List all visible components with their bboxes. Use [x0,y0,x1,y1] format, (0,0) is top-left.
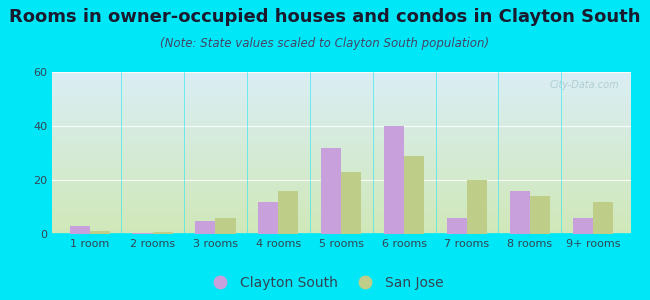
Legend: Clayton South, San Jose: Clayton South, San Jose [207,276,443,290]
Bar [196,220,216,234]
Bar [153,232,173,234]
Bar [384,126,404,234]
Bar [70,226,90,234]
Text: Rooms in owner-occupied houses and condos in Clayton South: Rooms in owner-occupied houses and condo… [9,8,641,26]
Bar [90,231,110,234]
Bar [404,156,424,234]
Bar [133,233,153,234]
Bar [530,196,550,234]
Bar [321,148,341,234]
Bar [467,180,487,234]
Bar [573,218,593,234]
Bar [510,191,530,234]
Bar [593,202,613,234]
Text: City-Data.com: City-Data.com [549,80,619,90]
Bar [341,172,361,234]
Bar [278,191,298,234]
Bar [447,218,467,234]
Text: (Note: State values scaled to Clayton South population): (Note: State values scaled to Clayton So… [161,38,489,50]
Bar [258,202,278,234]
Bar [216,218,235,234]
